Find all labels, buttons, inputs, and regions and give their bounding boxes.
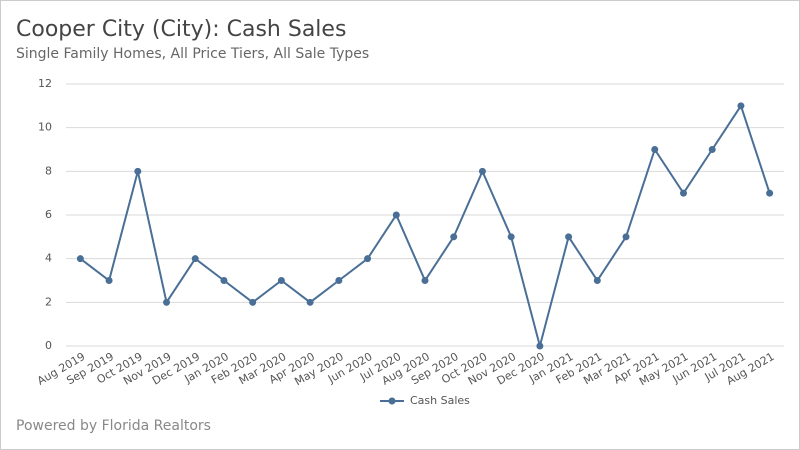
legend-marker [388,397,396,405]
data-point [76,255,84,263]
chart-subtitle: Single Family Homes, All Price Tiers, Al… [16,46,369,62]
data-point [536,342,544,350]
data-point [766,189,774,197]
data-point [392,211,400,219]
footer: Powered by Florida Realtors [16,418,211,434]
data-point [277,277,285,284]
data-point [450,233,458,241]
chart-title: Cooper City (City): Cash Sales [16,17,346,42]
data-point [306,298,314,306]
data-point [507,233,515,241]
y-tick-label: 6 [45,208,52,221]
data-point [708,146,716,153]
y-tick-label: 0 [45,339,52,352]
data-point [191,255,199,263]
data-point [622,233,630,241]
y-tick-label: 12 [38,77,52,90]
data-point [335,277,343,284]
y-tick-label: 8 [45,164,52,177]
data-point [679,189,687,197]
data-point [134,167,142,175]
y-tick-label: 10 [38,121,52,134]
data-point [478,167,486,175]
data-point [220,277,228,284]
data-point [421,277,429,284]
data-point [163,298,171,306]
y-tick-label: 4 [45,252,52,265]
data-point [364,255,372,263]
data-point [249,298,257,306]
data-point [565,233,573,241]
y-tick-label: 2 [45,295,52,308]
data-point [593,277,601,284]
data-point [105,277,113,284]
legend-label: Cash Sales [410,394,470,407]
data-point [651,146,659,153]
data-point [737,102,745,110]
